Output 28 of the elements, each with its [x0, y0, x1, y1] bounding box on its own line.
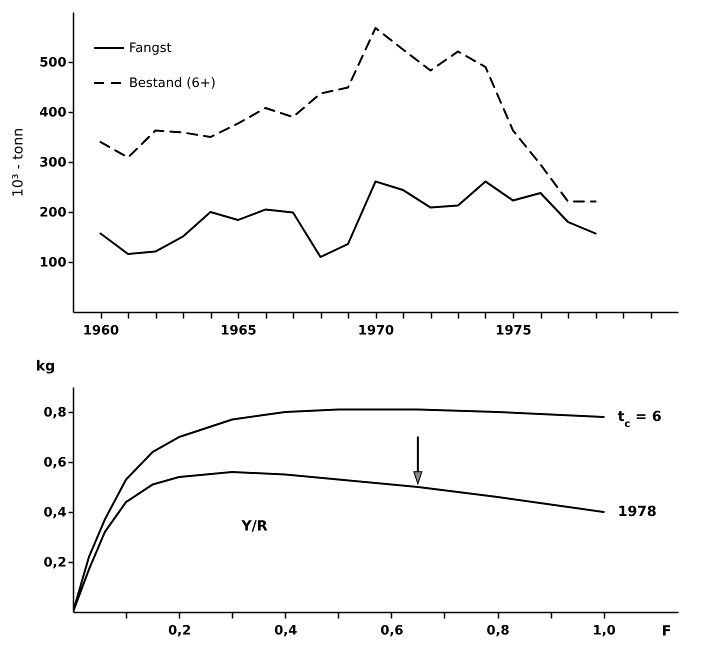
- y-tick-label: 0,6: [43, 456, 66, 470]
- line-series: [100, 180, 596, 258]
- x-tick-label: 1975: [495, 324, 532, 338]
- y-tick-label: 0,8: [43, 406, 66, 420]
- x-tick-label: 1960: [82, 324, 120, 338]
- x-axis-title: F: [662, 624, 672, 640]
- y-tick-label: 400: [39, 106, 66, 120]
- y-axis-title: kg: [36, 358, 56, 374]
- legend-label: Bestand (6+): [129, 76, 216, 91]
- x-tick-label: 1970: [358, 324, 394, 338]
- x-tick-label: 0,4: [274, 624, 298, 638]
- x-tick-label: 0,2: [168, 624, 192, 638]
- x-tick-label: 0,8: [486, 624, 510, 638]
- y-tick-label: 100: [39, 256, 66, 270]
- y-axis-title: 10³ - tonn: [10, 128, 26, 198]
- y-tick-label: 200: [39, 206, 66, 220]
- x-tick-label: 1965: [220, 324, 257, 338]
- line-series: [100, 27, 596, 202]
- x-tick-label: 0,6: [380, 624, 404, 638]
- legend-label: Fangst: [129, 41, 172, 56]
- y-tick-label: 0,2: [43, 556, 66, 570]
- series-label: t$_{c}$ = 6: [618, 409, 662, 430]
- y-tick-label: 0,4: [43, 506, 66, 520]
- series-label: 1978: [618, 504, 657, 520]
- y-tick-label: 300: [39, 156, 66, 170]
- y-tick-label: 500: [39, 56, 66, 70]
- annotation: Y/R: [240, 518, 268, 534]
- x-tick-label: 1,0: [592, 624, 616, 638]
